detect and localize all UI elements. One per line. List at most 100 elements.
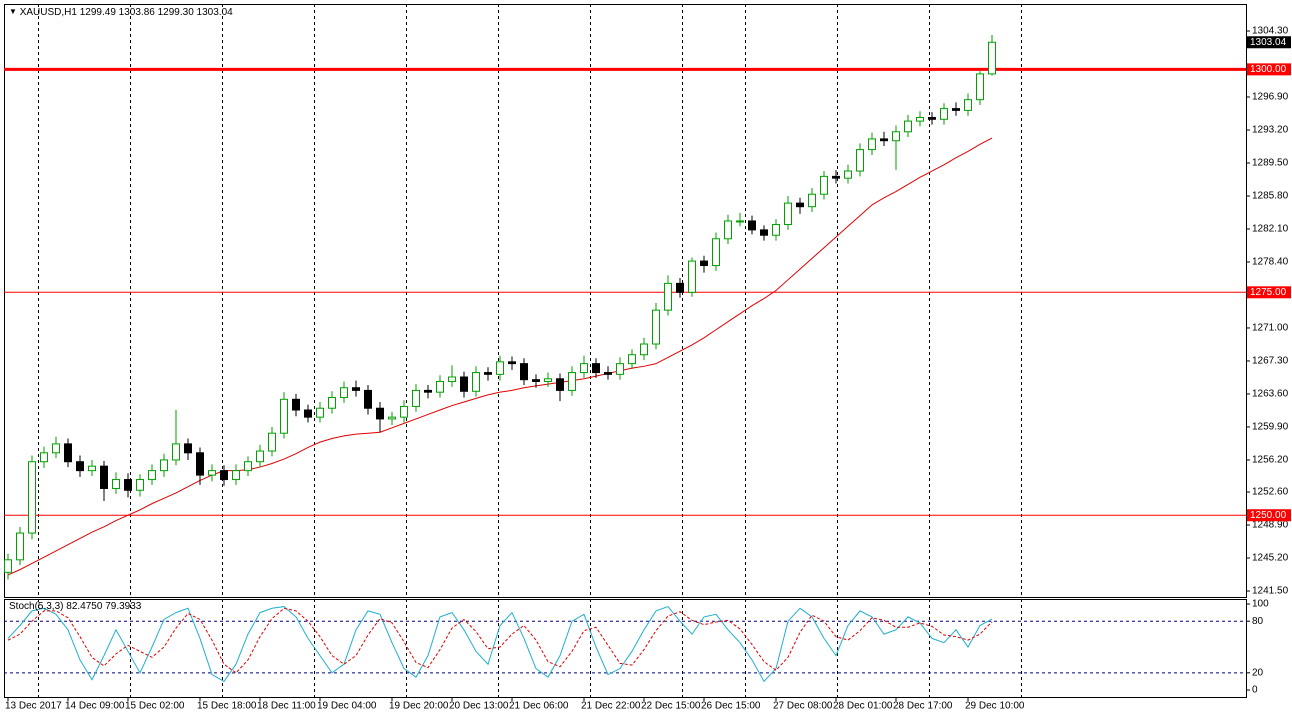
candle-body (304, 409, 312, 418)
y-tick-label: 1282.10 (1252, 224, 1289, 235)
y-tick-label: 1241.50 (1252, 586, 1289, 597)
candle-body (460, 376, 468, 392)
price-label: 1303.04 (1250, 37, 1287, 48)
y-tick-label: 1289.50 (1252, 158, 1289, 169)
level-label-box (1247, 63, 1291, 76)
y-tick-label: 1278.40 (1252, 257, 1289, 268)
candle-body (940, 108, 948, 120)
x-tick-label: 26 Dec 15:00 (701, 701, 761, 712)
candle-body (520, 363, 528, 381)
candle-body (652, 309, 660, 345)
stoch-signal-readout: 79.3933 (105, 601, 142, 612)
y-tick-label: 1263.60 (1252, 389, 1289, 400)
x-tick-label: 27 Dec 08:00 (773, 701, 833, 712)
y-tick-label: 0 (1252, 685, 1258, 696)
candle-body (208, 470, 216, 476)
y-tick-label: 1271.00 (1252, 323, 1289, 334)
level-label-box (1247, 509, 1291, 522)
candle-body (820, 175, 828, 195)
candle-body (904, 120, 912, 133)
candle-body (424, 389, 432, 393)
stoch-line (7, 605, 993, 683)
candle-body (328, 397, 336, 409)
level-label: 1300.00 (1250, 64, 1287, 75)
candle-body (808, 193, 816, 208)
candle-body (988, 41, 996, 75)
y-tick-label: 20 (1252, 667, 1264, 678)
candle-body (532, 379, 540, 382)
low-readout: 1299.30 (158, 7, 195, 18)
x-tick-label: 28 Dec 01:00 (833, 701, 893, 712)
candle-body (832, 175, 840, 179)
candle-body (244, 461, 252, 472)
candle-body (616, 363, 624, 375)
candle-body (388, 416, 396, 420)
candle-body (100, 465, 108, 489)
open-readout: 1299.49 (80, 7, 117, 18)
candle-body (712, 238, 720, 267)
candle-body (148, 470, 156, 481)
candle-body (544, 378, 552, 382)
candle-body (136, 479, 144, 491)
candle-body (760, 229, 768, 236)
level-label-box (1247, 286, 1291, 299)
candle-body (784, 202, 792, 226)
menu-arrow: ▼ (9, 7, 17, 16)
stoch-main-readout: 82.4750 (66, 601, 103, 612)
candle-body (976, 73, 984, 101)
candle-body (496, 361, 504, 375)
x-tick-label: 19 Dec 20:00 (389, 701, 449, 712)
candle-body (580, 363, 588, 374)
candle-body (724, 220, 732, 240)
candle-body (736, 220, 744, 223)
y-tick-label: 1285.80 (1252, 191, 1289, 202)
candle-body (700, 260, 708, 267)
candle-body (40, 452, 48, 463)
candle-body (964, 99, 972, 111)
candle-body (268, 432, 276, 452)
candle-body (28, 461, 36, 534)
x-tick-label: 18 Dec 11:00 (257, 701, 316, 712)
candle-body (664, 282, 672, 311)
candle-body (604, 372, 612, 375)
candle-body (52, 443, 60, 454)
candle-body (484, 372, 492, 375)
candle-body (16, 532, 24, 561)
stoch-panel (4, 599, 1247, 698)
candle-body (76, 461, 84, 472)
candle-body (160, 459, 168, 472)
x-tick-label: 29 Dec 10:00 (965, 701, 1025, 712)
candle-body (952, 108, 960, 111)
candle-body (220, 470, 228, 481)
price-label-box (1247, 36, 1291, 49)
candle-body (892, 131, 900, 142)
candle-body (112, 479, 120, 489)
candle-body (340, 387, 348, 399)
candle-body (928, 117, 936, 120)
chart-header: ▼ XAUUSD,H1 1299.49 1303.86 1299.30 1303… (9, 7, 233, 18)
x-tick-label: 20 Dec 13:00 (449, 701, 509, 712)
candle-body (376, 407, 384, 420)
stoch-header: Stoch(5,3,3) 82.4750 79.3933 (9, 601, 142, 612)
candle-body (880, 138, 888, 142)
high-readout: 1303.86 (119, 7, 156, 18)
close-readout: 1303.04 (197, 7, 234, 18)
x-tick-label: 21 Dec 06:00 (509, 701, 569, 712)
y-tick-label: 1248.90 (1252, 520, 1289, 531)
candle-body (4, 559, 12, 573)
x-tick-label: 13 Dec 2017 (5, 701, 62, 712)
y-tick-label: 80 (1252, 616, 1264, 627)
candle-body (184, 443, 192, 454)
x-tick-label: 19 Dec 04:00 (317, 701, 377, 712)
candle-body (400, 405, 408, 418)
y-tick-label: 1296.90 (1252, 92, 1289, 103)
x-tick-label: 28 Dec 17:00 (893, 701, 953, 712)
candle-body (448, 376, 456, 382)
candle-body (280, 398, 288, 434)
candle-body (64, 443, 72, 463)
candle-body (592, 363, 600, 374)
y-tick-label: 1304.30 (1252, 26, 1289, 37)
y-tick-label: 1256.20 (1252, 455, 1289, 466)
candle-body (640, 343, 648, 356)
